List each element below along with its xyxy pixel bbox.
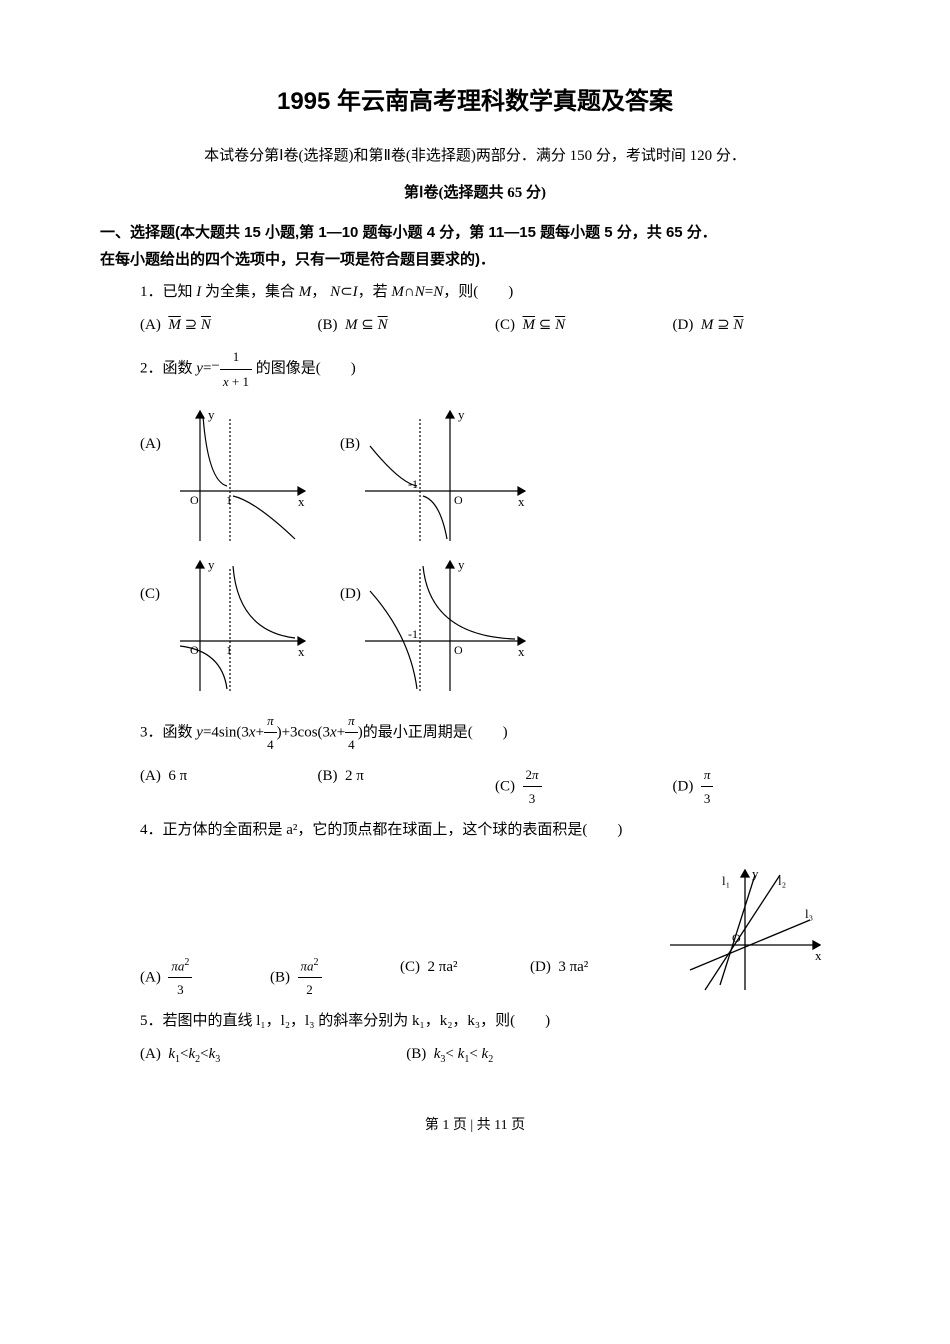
svg-text:O: O [732, 931, 741, 945]
q4-opt-a: (A) πa23 [140, 954, 270, 1002]
svg-text:-1: -1 [408, 477, 418, 491]
svg-text:1: 1 [226, 493, 232, 507]
q3-opt-a: (A) 6 π [140, 763, 318, 811]
q5-options: (A) k1<k2<k3 (B) k3< k1< k2 [100, 1041, 850, 1069]
q2: 2．函数 y=−1x + 1 的图像是( ) [100, 345, 850, 393]
q1-opt-b: (B) M ⊆ N [318, 312, 496, 339]
q1-opt-a: (A) M ⊇ N [140, 312, 318, 339]
q5-num: 5． [140, 1013, 163, 1029]
q3-options: (A) 6 π (B) 2 π (C) 2π3 (D) π3 [100, 763, 850, 811]
svg-text:O: O [454, 643, 463, 657]
svg-text:1: 1 [226, 643, 232, 657]
section1-heading-1: 一、选择题(本大题共 15 小题,第 1—10 题每小题 4 分，第 11—15… [100, 219, 850, 246]
svg-text:l₃: l₃ [805, 906, 813, 921]
section1-heading-2: 在每小题给出的四个选项中，只有一项是符合题目要求的)． [100, 246, 850, 273]
svg-text:x: x [815, 948, 822, 963]
svg-text:x: x [298, 644, 305, 659]
q1-opt-c: (C) M ⊆ N [495, 312, 673, 339]
svg-text:x: x [298, 494, 305, 509]
svg-text:y: y [458, 557, 465, 572]
q2-graphs: (A) y x O 1 (B) [100, 401, 850, 701]
q3-opt-c: (C) 2π3 [495, 763, 673, 811]
q5-figure: y x O l₁ l₂ l₃ [660, 860, 830, 1000]
q4-num: 4． [140, 822, 163, 838]
q1-options: (A) M ⊇ N (B) M ⊆ N (C) M ⊆ N (D) M ⊇ N [100, 312, 850, 339]
q3: 3．函数 y=4sin(3x+π4)+3cos(3x+π4)的最小正周期是( ) [100, 709, 850, 757]
svg-text:x: x [518, 644, 525, 659]
q2-graph-b: (B) y x O -1 [340, 401, 540, 551]
q1-opt-d: (D) M ⊇ N [673, 312, 851, 339]
q2-graph-c: (C) y x O 1 [140, 551, 340, 701]
page-title: 1995 年云南高考理科数学真题及答案 [100, 80, 850, 123]
q1: 1．已知 I 为全集，集合 M， N⊂I，若 M∩N=N，则( ) [100, 279, 850, 306]
q3-opt-b: (B) 2 π [318, 763, 496, 811]
page-footer: 第 1 页 | 共 11 页 [100, 1113, 850, 1138]
q3-num: 3． [140, 724, 163, 740]
svg-text:l₂: l₂ [778, 873, 786, 888]
svg-text:y: y [208, 557, 215, 572]
q2-graph-d: (D) y x O -1 [340, 551, 540, 701]
q1-num: 1． [140, 284, 163, 300]
svg-text:-1: -1 [408, 627, 418, 641]
part1-label: 第Ⅰ卷(选择题共 65 分) [100, 180, 850, 207]
q5: 5．若图中的直线 l₁，l₂，l₃ 的斜率分别为 k₁，k₂，k₃，则( ) [100, 1008, 850, 1035]
q4: 4．正方体的全面积是 a²，它的顶点都在球面上，这个球的表面积是( ) [100, 817, 850, 844]
svg-text:l₁: l₁ [722, 873, 730, 888]
svg-text:y: y [208, 407, 215, 422]
q2-num: 2． [140, 361, 163, 377]
q3-opt-d: (D) π3 [673, 763, 851, 811]
q4-options: (A) πa23 (B) πa22 (C) 2 πa² (D) 3 πa² [100, 954, 660, 1002]
q5-opt-a: (A) k1<k2<k3 [140, 1041, 406, 1069]
svg-text:x: x [518, 494, 525, 509]
svg-text:y: y [752, 866, 759, 881]
q4-opt-b: (B) πa22 [270, 954, 400, 1002]
q5-opt-b: (B) k3< k1< k2 [406, 1041, 850, 1069]
svg-text:O: O [454, 493, 463, 507]
q4-opt-d: (D) 3 πa² [530, 954, 660, 1002]
svg-text:y: y [458, 407, 465, 422]
exam-intro: 本试卷分第Ⅰ卷(选择题)和第Ⅱ卷(非选择题)两部分．满分 150 分，考试时间 … [100, 143, 850, 170]
q2-graph-a: (A) y x O 1 [140, 401, 340, 551]
svg-text:O: O [190, 493, 199, 507]
svg-text:O: O [190, 643, 199, 657]
q4-opt-c: (C) 2 πa² [400, 954, 530, 1002]
